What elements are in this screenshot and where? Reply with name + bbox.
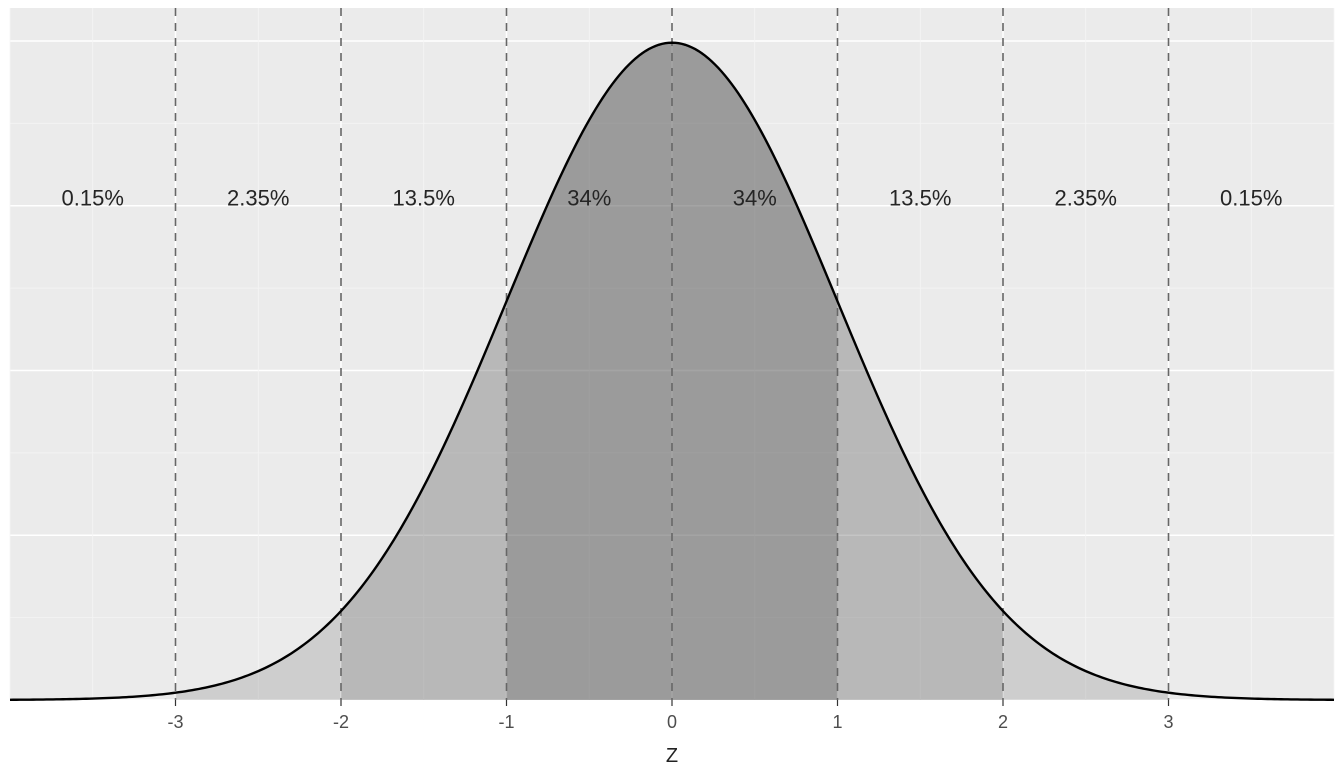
region-label: 2.35% [1055,186,1117,211]
region-label: 34% [567,186,611,211]
region-label: 13.5% [393,186,455,211]
region-label: 13.5% [889,186,951,211]
normal-distribution-chart: 0.15% 2.35% 13.5% 34% 34% 13.5% 2.35% 0.15% -3 -2… [0,0,1344,768]
region-label: 0.15% [62,186,124,211]
x-tick-label: 2 [998,712,1008,732]
x-tick-label: 1 [832,712,842,732]
region-label: 0.15% [1220,186,1282,211]
x-tick-label: 0 [667,712,677,732]
x-tick-label: 3 [1163,712,1173,732]
x-tick-label: -3 [167,712,183,732]
region-label: 2.35% [227,186,289,211]
region-label: 34% [733,186,777,211]
x-tick-label: -2 [333,712,349,732]
x-tick-label: -1 [498,712,514,732]
x-axis-title: Z [666,745,678,767]
chart-svg: 0.15% 2.35% 13.5% 34% 34% 13.5% 2.35% 0.15% -3 -2… [0,0,1344,768]
